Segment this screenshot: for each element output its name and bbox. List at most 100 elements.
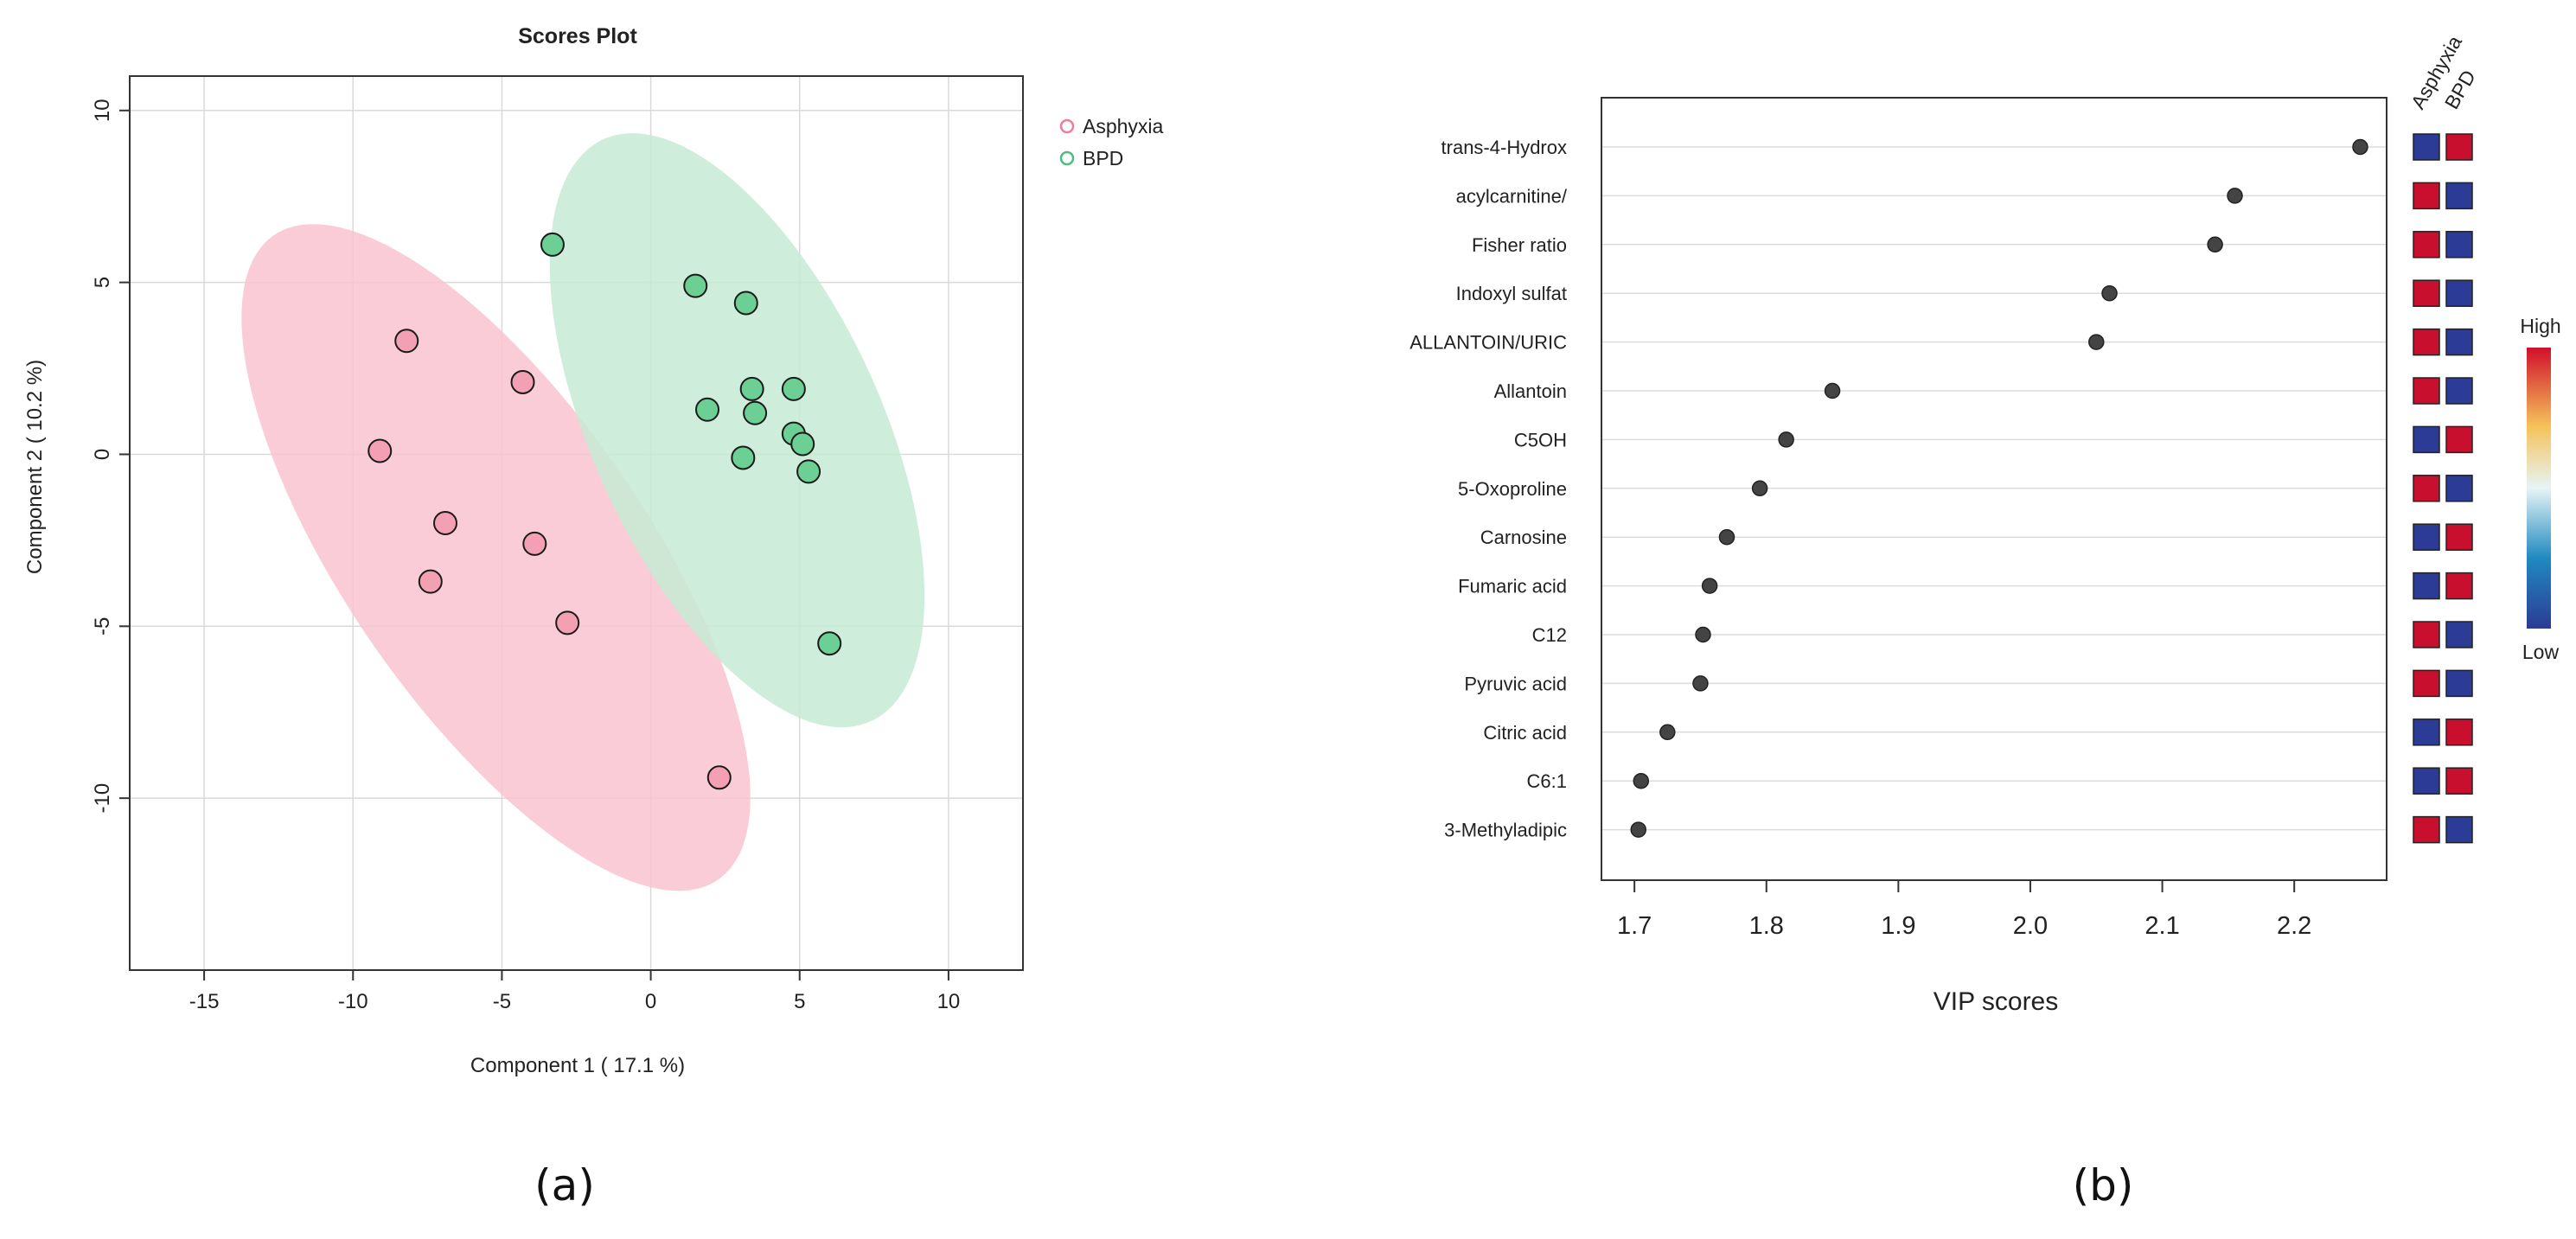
vip-feature-label: acylcarnitine/ [1456,185,1568,207]
colorbar-high-label: High [2520,315,2560,337]
score-point-bpd [817,631,842,656]
vip-feature-label: 3-Methyladipic [1444,820,1567,841]
heatmap-cell-asphyxia [2413,718,2440,746]
vip-score-dot [1751,480,1768,497]
vip-x-tick-label: 2.1 [2145,912,2179,940]
panel-b-caption: (b) [2073,1160,2134,1210]
vip-feature-label: C5OH [1514,429,1567,450]
score-point-bpd [683,273,708,298]
score-point-asphyxia [522,531,547,556]
legend-asphyxia-marker [1059,118,1075,134]
vip-score-dot [1778,431,1794,448]
vip-feature-label: Allantoin [1494,380,1567,402]
vip-score-dot [2352,138,2368,156]
vip-feature-label: C6:1 [1527,770,1567,792]
vip-xlabel: VIP scores [1934,987,2059,1016]
scores-y-tick-label: 10 [91,99,114,122]
heatmap-cell-bpd [2445,572,2473,600]
heatmap-cell-bpd [2445,133,2473,161]
vip-feature-label: 5-Oxoproline [1458,478,1567,500]
heatmap-cell-bpd [2445,425,2473,454]
heatmap-cell-bpd [2445,328,2473,356]
vip-score-dot [1659,724,1676,741]
scores-y-tick-label: 5 [91,277,114,288]
score-point-bpd [739,376,764,401]
heatmap-cell-asphyxia [2413,815,2440,844]
scores-x-tick-label: -15 [189,990,220,1013]
vip-score-dot [1824,382,1841,399]
heatmap-cell-asphyxia [2413,133,2440,161]
vip-score-dot [1701,578,1718,594]
vip-feature-label: Fumaric acid [1458,576,1567,597]
heatmap-cell-asphyxia [2413,621,2440,648]
heatmap-cell-asphyxia [2413,425,2440,454]
vip-feature-rows: trans-4-Hydrox acylcarnitine/Fisher ratio… [1409,137,2387,841]
heatmap-cell-bpd [2445,523,2473,551]
vip-score-dot [1695,626,1711,643]
score-point-bpd [731,445,756,470]
heatmap-cell-bpd [2445,182,2473,210]
scores-x-tick-label: 10 [937,990,961,1013]
panel-a-caption: (a) [534,1160,595,1210]
scores-y-tick-label: 0 [91,449,114,460]
vip-feature-label: Fisher ratio [1472,234,1567,256]
vip-plot-frame [1601,97,2387,881]
scores-x-tick-label: -10 [338,990,368,1013]
heatmap-cell-bpd [2445,718,2473,746]
score-point-asphyxia [418,569,443,594]
score-point-asphyxia [706,765,732,790]
scores-plot-xlabel: Component 1 ( 17.1 %) [470,1054,685,1077]
score-point-asphyxia [432,511,457,535]
vip-score-dot [2207,236,2223,253]
score-point-asphyxia [510,369,535,394]
vip-x-ticks: 1.7 1.8 1.9 2.0 2.1 2.2 [1617,880,2311,940]
vip-x-tick-label: 2.0 [2013,912,2048,940]
scores-x-tick-label: 0 [645,990,656,1013]
scores-plot-ellipses [241,133,925,891]
scores-plot-ticks: -15 -10 -5 0 5 10 10 5 0 -5 -10 [91,99,960,1013]
heatmap-cell-bpd [2445,669,2473,698]
heatmap-cell-asphyxia [2413,377,2440,405]
confidence-ellipse-asphyxia [241,224,751,891]
score-point-asphyxia [368,438,393,463]
score-point-bpd [796,459,821,484]
confidence-ellipse-bpd [549,133,925,728]
heatmap-cell-bpd [2445,621,2473,648]
scores-plot-ylabel: Component 2 ( 10.2 %) [23,360,47,574]
vip-x-tick-label: 2.2 [2277,912,2311,940]
vip-feature-label: Pyruvic acid [1464,673,1567,694]
heatmap-cell-asphyxia [2413,669,2440,698]
vip-feature-label: Citric acid [1483,722,1567,744]
score-point-asphyxia [555,610,580,635]
heatmap-cell-asphyxia [2413,182,2440,210]
vip-feature-label: ALLANTOIN/URIC [1409,332,1567,354]
score-point-bpd [733,291,758,316]
scores-x-tick-label: -5 [493,990,511,1013]
legend-bpd-marker [1059,150,1075,166]
heatmap-cell-bpd [2445,231,2473,259]
scores-plot-chart: Scores Plot -15 -10 -5 0 5 10 10 5 0 -5 -10 Compon… [23,24,1164,1077]
scores-x-tick-label: 5 [794,990,805,1013]
heatmap-cell-bpd [2445,475,2473,502]
vip-feature-label: C12 [1532,624,1567,646]
heatmap-cell-bpd [2445,279,2473,307]
score-point-bpd [695,397,720,422]
vip-heatmap [2413,133,2473,844]
scores-plot-frame [129,75,1024,971]
vip-score-dot [2088,334,2105,350]
colorbar-low-label: Low [2522,641,2560,663]
heatmap-cell-asphyxia [2413,328,2440,356]
vip-colorbar: High Low [2520,315,2560,663]
heatmap-cell-bpd [2445,377,2473,405]
vip-feature-label: trans-4-Hydrox [1441,137,1567,158]
colorbar-gradient [2527,348,2551,629]
vip-x-tick-label: 1.8 [1749,912,1784,940]
scores-y-tick-label: -5 [91,617,114,635]
score-point-asphyxia [394,329,419,354]
scores-plot-points [368,232,842,790]
heatmap-cell-asphyxia [2413,475,2440,502]
vip-score-dot [1633,772,1650,789]
scores-y-tick-label: -10 [91,783,114,814]
heatmap-cell-bpd [2445,815,2473,844]
vip-score-dot [2101,284,2118,302]
